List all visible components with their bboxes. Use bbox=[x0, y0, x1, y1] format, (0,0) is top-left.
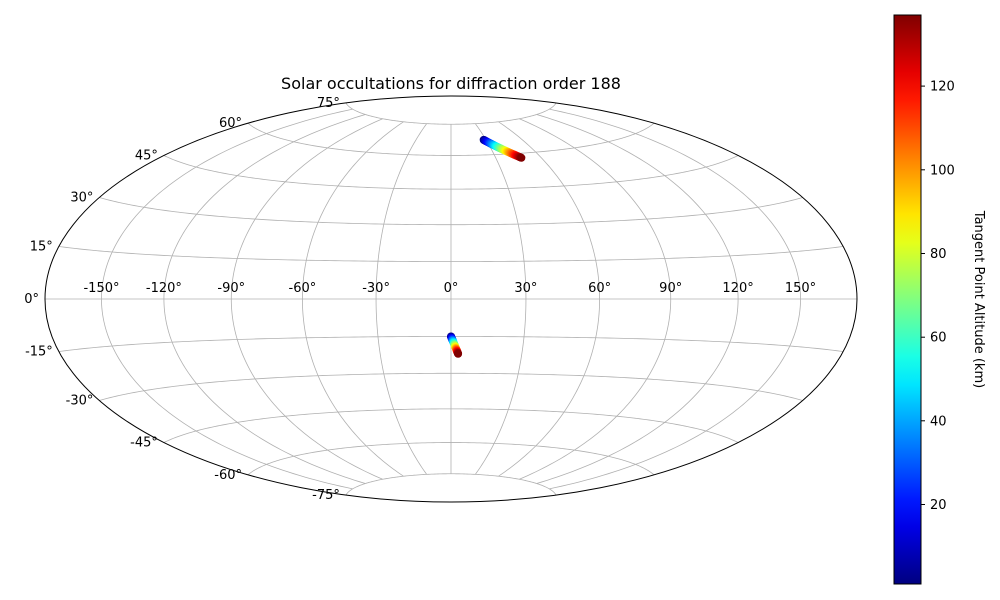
longitude-tick-labels: -150° -120° -90° -60° -30° 0° 30° 60° 90° 120° 150… bbox=[83, 281, 816, 296]
longitude-gridline bbox=[519, 118, 672, 480]
colorbar-tick-label: 20 bbox=[930, 498, 947, 513]
longitude-tick-label: 0° bbox=[444, 281, 459, 296]
longitude-gridline bbox=[301, 121, 404, 477]
colorbar-ticks: 20 40 60 80 100 120 bbox=[921, 80, 955, 513]
colorbar: 20 40 60 80 100 120 Tangent Point Altitude (k… bbox=[893, 14, 986, 585]
longitude-tick-label: 30° bbox=[514, 281, 537, 296]
colorbar-tick-label: 40 bbox=[930, 414, 947, 429]
latitude-tick-label: -75° bbox=[312, 488, 340, 503]
longitude-tick-label: 60° bbox=[588, 281, 611, 296]
longitude-tick-label: 120° bbox=[722, 281, 753, 296]
occultation-point bbox=[517, 153, 526, 162]
occultation-points bbox=[447, 135, 526, 358]
colorbar-tick-label: 120 bbox=[930, 80, 955, 95]
colorbar-gradient bbox=[893, 14, 922, 585]
colorbar-tick-label: 60 bbox=[930, 331, 947, 346]
colorbar-label: Tangent Point Altitude (km) bbox=[971, 210, 986, 388]
colorbar-tick-label: 80 bbox=[930, 247, 947, 262]
chart-title: Solar occultations for diffraction order… bbox=[281, 74, 621, 93]
longitude-gridline bbox=[475, 123, 527, 475]
map-panel: -150° -120° -90° -60° -30° 0° 30° 60° 90° 120° 150… bbox=[24, 95, 858, 503]
latitude-tick-labels: -75° -60° -45° -30° -15° 0° 15° 30° 45° 60° 75° bbox=[24, 96, 340, 503]
longitude-tick-label: -150° bbox=[83, 281, 119, 296]
longitude-tick-label: -60° bbox=[289, 281, 317, 296]
map-border bbox=[44, 95, 858, 503]
latitude-tick-label: 15° bbox=[30, 240, 53, 255]
longitude-gridline bbox=[101, 108, 353, 490]
longitude-tick-label: -30° bbox=[362, 281, 390, 296]
longitude-gridline bbox=[549, 108, 801, 490]
longitude-tick-label: 150° bbox=[785, 281, 816, 296]
latitude-tick-label: -60° bbox=[214, 468, 242, 483]
latitude-tick-label: -45° bbox=[130, 436, 158, 451]
occultation-point bbox=[454, 349, 463, 358]
longitude-tick-label: -90° bbox=[217, 281, 245, 296]
longitude-gridline bbox=[163, 114, 366, 484]
longitude-tick-label: -120° bbox=[146, 281, 182, 296]
longitude-gridline bbox=[498, 121, 601, 477]
longitude-gridline bbox=[536, 114, 739, 484]
longitude-gridline bbox=[230, 118, 383, 480]
latitude-tick-label: 45° bbox=[135, 149, 158, 164]
latitude-tick-label: 60° bbox=[219, 116, 242, 131]
latitude-tick-label: 30° bbox=[70, 191, 93, 206]
latitude-tick-label: -15° bbox=[25, 345, 53, 360]
colorbar-tick-label: 100 bbox=[930, 163, 955, 178]
latitude-tick-label: -30° bbox=[66, 394, 94, 409]
latitude-tick-label: 0° bbox=[24, 292, 39, 307]
latitude-tick-label: 75° bbox=[317, 96, 340, 111]
longitude-gridline bbox=[375, 123, 427, 475]
graticule bbox=[45, 102, 857, 496]
longitude-tick-label: 90° bbox=[659, 281, 682, 296]
